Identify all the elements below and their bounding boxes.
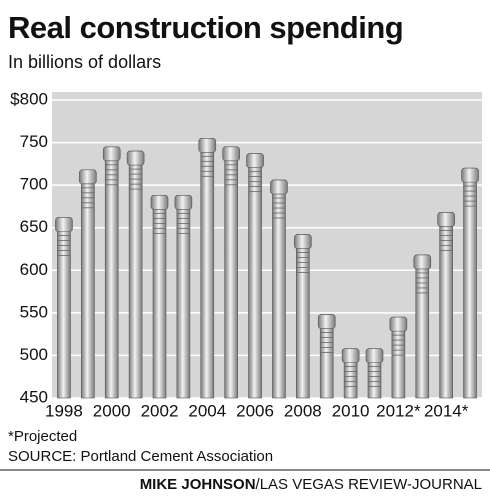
bolt-head [270, 179, 288, 195]
bolt-head [222, 146, 240, 162]
chart-title: Real construction spending [8, 10, 403, 45]
x-tick-label: 2006 [236, 401, 274, 420]
x-tick-label: 2002 [141, 401, 179, 420]
bar [81, 169, 95, 399]
bar [57, 217, 71, 399]
y-tick-label: 650 [20, 217, 48, 236]
y-tick-label: 550 [20, 302, 48, 321]
credit-name: MIKE JOHNSON [140, 476, 256, 493]
x-tick-label: 2000 [93, 401, 131, 420]
y-tick-label: 500 [20, 345, 48, 364]
bolt-head [294, 234, 312, 249]
bolt-head [341, 348, 360, 363]
x-tick-label: 2014* [424, 401, 469, 420]
bar [463, 167, 477, 399]
bolt-head [461, 167, 479, 183]
bar [152, 195, 167, 399]
x-tick-label: 2012* [376, 401, 421, 420]
bolt-head [365, 348, 384, 363]
bolt-head [317, 314, 336, 329]
bolt-head [102, 146, 121, 162]
bolt-head [55, 217, 73, 232]
bar [176, 195, 191, 399]
x-tick-label: 2008 [284, 401, 322, 420]
credit: MIKE JOHNSON/LAS VEGAS REVIEW-JOURNAL [140, 476, 482, 493]
y-tick-label: 700 [20, 175, 48, 194]
y-tick-label: 600 [20, 260, 48, 279]
y-tick-label: 450 [20, 387, 48, 406]
bar [296, 234, 310, 399]
x-tick-label: 2004 [188, 401, 226, 420]
bolt-head [174, 195, 193, 210]
bar [248, 153, 262, 399]
bolt-head [126, 150, 145, 166]
bar [128, 150, 143, 399]
source: SOURCE: Portland Cement Association [8, 448, 273, 465]
y-tick-label: $800 [10, 89, 48, 108]
x-tick-label: 2010 [332, 401, 370, 420]
bolt-head [198, 138, 217, 153]
y-tick-label: 750 [20, 132, 48, 151]
credit-org: /LAS VEGAS REVIEW-JOURNAL [256, 476, 482, 493]
bolt-head [246, 153, 264, 168]
bolt-head [413, 254, 432, 270]
bolt-head [437, 212, 455, 227]
bar [415, 254, 430, 399]
footnote: *Projected [8, 428, 77, 445]
bar [200, 138, 215, 399]
bolt-head [150, 195, 169, 210]
chart-subtitle: In billions of dollars [8, 52, 161, 72]
bolt-head [389, 316, 408, 332]
x-tick-label: 1998 [45, 401, 83, 420]
bolt-head [79, 169, 97, 185]
